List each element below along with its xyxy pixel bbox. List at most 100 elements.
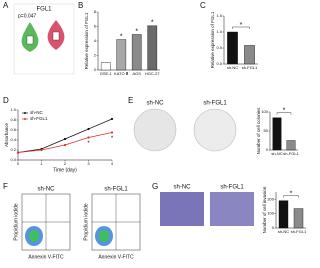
panel-label: A [3,1,9,10]
x-tick-label: sh-NC [278,229,289,234]
y-tick-label: 4 [94,38,97,43]
flow-ylabel: Propidium iodide [83,203,89,240]
violin-box [26,35,34,45]
y-tick-label: 0.0 [216,61,222,66]
point [110,117,114,121]
bar [116,39,127,71]
y-axis-label: Number of cell invasion [262,186,267,233]
legend-label: sh-NC [30,110,44,115]
significance: * [120,33,123,40]
violin-box [52,31,60,41]
colony-dish [133,108,177,152]
point [16,151,20,154]
y-axis-label: Relative expression of FGL1 [210,11,215,68]
panel-label: E [128,96,133,105]
x-tick-label: 3 [87,161,90,166]
significance: * [135,28,138,35]
y-axis-label: Relative expression of FGL1 [84,12,89,69]
bar [100,62,111,71]
invasion-title: sh-NC [173,185,191,191]
legend-marker [24,118,26,120]
x-tick-label: sh-NC [271,151,282,156]
y-tick-label: 0.8 [10,117,16,122]
x-tick-label: 4 [111,161,114,166]
x-tick-label: sh-FGL1 [291,229,307,234]
x-tick-label: KATO Ⅲ [114,71,129,76]
colony-title: sh-NC [146,101,164,107]
x-tick-label: sh-FGL1 [242,65,258,70]
bar [278,200,289,229]
flow-ylabel: Propidium iodide [13,203,19,240]
x-tick-label: 1 [40,161,43,166]
bar [147,25,158,71]
x-tick-label: HGC-27 [145,71,160,76]
y-tick-label: 0.2 [10,147,16,152]
significance: * [111,136,114,142]
colony-title: sh-FGL1 [203,101,227,107]
significance-bracket [283,195,299,198]
flow-xlabel: Annexin V-FITC [28,254,64,260]
point [40,148,43,152]
bar [227,31,238,65]
flow-cloud [99,230,109,242]
point [87,136,90,139]
point [63,143,67,147]
y-tick-label: 0.4 [10,137,16,142]
x-tick-label: AGS [133,71,142,76]
significance: * [283,108,286,115]
bar [293,208,304,229]
y-tick-label: 1.0 [10,107,16,112]
x-tick-label: sh-NC [227,65,238,70]
significance: * [240,22,243,29]
y-tick-label: 1.0 [216,29,222,34]
x-tick-label: 0 [17,161,20,166]
flow-xlabel: Annexin V-FITC [98,254,134,260]
panel-label: G [152,182,158,191]
panel-label: C [200,1,206,10]
y-tick-label: 0.6 [10,127,16,132]
figure: FGL1 p=0.047 sh-NC sh-FGL1 sh-NC sh-FGL1… [3,1,307,260]
y-tick-label: 8 [94,9,97,14]
point [110,131,114,134]
point [63,137,67,141]
significance-bracket [232,26,250,29]
bar [272,117,282,151]
significance: * [290,190,293,197]
y-tick-label: 100 [267,211,274,216]
colony-dish [193,108,237,152]
y-tick-label: 0.5 [216,45,222,50]
y-tick-label: 0.0 [10,157,16,162]
y-tick-label: 1.5 [216,13,222,18]
y-tick-label: 0 [272,225,275,230]
flow-title: sh-FGL1 [104,187,128,193]
invasion-image [210,192,254,226]
bar [244,45,255,65]
flow-cloud [29,230,39,242]
invasion-title: sh-FGL1 [220,185,244,191]
significance: * [151,20,154,27]
line [17,132,113,153]
y-tick-label: 200 [267,196,274,201]
y-axis-label: Number of cell colonies [256,107,261,155]
point [87,127,90,131]
flow-title: sh-NC [37,187,55,193]
panel-label: D [3,96,9,105]
y-tick-label: 100 [261,109,268,114]
x-tick-label: 2 [64,161,67,166]
bar [286,140,296,151]
violin-annotation: p=0.047 [18,13,36,19]
bar [131,34,142,71]
panel-label: F [3,182,8,191]
invasion-image [160,192,204,226]
y-axis-label: Absorbance [4,123,9,148]
legend-label: sh-FGL1 [30,116,48,121]
legend-marker [24,112,26,114]
x-tick-label: GSE-1 [100,71,113,76]
y-tick-label: 0 [94,67,97,72]
panel-label: B [78,1,83,10]
y-tick-label: 2 [94,53,97,58]
significance-bracket [276,112,292,115]
violin-title: FGL1 [36,7,52,13]
y-tick-label: 6 [94,24,97,29]
